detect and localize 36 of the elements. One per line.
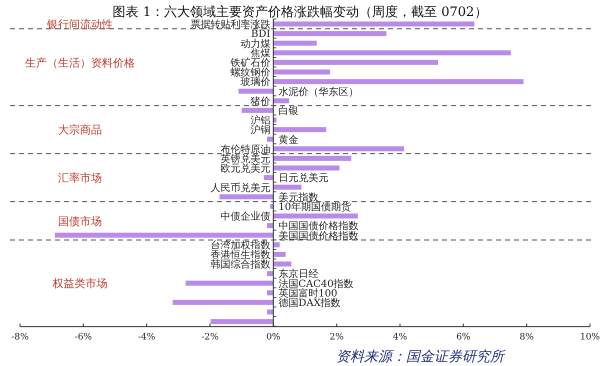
y-tick-label: 玻璃价: [240, 76, 270, 88]
y-tick-label: BDI: [251, 29, 270, 40]
annotation: 权益类市场: [52, 277, 108, 290]
x-tick-label: 0%: [266, 332, 281, 343]
y-tick-label: 黄金: [278, 134, 298, 146]
y-tick-label: 白银: [278, 105, 298, 117]
y-tick-label: 日元兑美元: [278, 172, 328, 184]
y-tick-label: 10年期国债期货: [278, 201, 352, 213]
x-tick-label: 10%: [580, 332, 600, 343]
chart-title: 图表 1：六大领域主要资产价格涨跌幅变动（周度，截至 0702）: [112, 4, 488, 20]
annotation: 生产（生活）资料价格: [25, 56, 135, 70]
y-tick-label: 猪价: [250, 95, 270, 108]
y-tick-label: 人民币兑美元: [210, 182, 270, 194]
x-tick-label: 2%: [330, 332, 344, 343]
y-tick-label: 票据转贴利率涨跌: [190, 18, 270, 31]
y-tick-label: 铁矿石价: [229, 57, 270, 69]
y-tick-label: 英镑兑美元: [220, 153, 270, 165]
y-tick-label: 沪铜: [250, 124, 270, 136]
annotation: 国债市场: [58, 214, 102, 228]
y-tick-label: 德国DAX指数: [278, 297, 341, 309]
x-tick-label: -6%: [74, 332, 92, 343]
x-tick-label: 8%: [520, 332, 534, 343]
y-tick-label: 中债企业债: [220, 210, 270, 223]
x-tick-label: -4%: [138, 332, 156, 343]
x-tick-label: -8%: [11, 332, 30, 343]
x-tick-label: -2%: [201, 332, 220, 343]
y-tick-label: 水泥价（华东区）: [278, 86, 358, 98]
text: 资料来源：国金证券研究所: [336, 349, 506, 365]
annotation: 大宗商品: [58, 124, 102, 137]
annotation: 银行间流动性: [46, 18, 113, 31]
x-tick-label: 4%: [392, 332, 408, 343]
x-tick-label: 6%: [456, 332, 471, 343]
y-tick-label: 动力煤: [240, 38, 270, 50]
y-tick-label: 韩国综合指数: [210, 258, 270, 271]
annotation: 汇率市场: [58, 172, 102, 185]
y-tick-label: 欧元兑美元: [220, 162, 270, 175]
